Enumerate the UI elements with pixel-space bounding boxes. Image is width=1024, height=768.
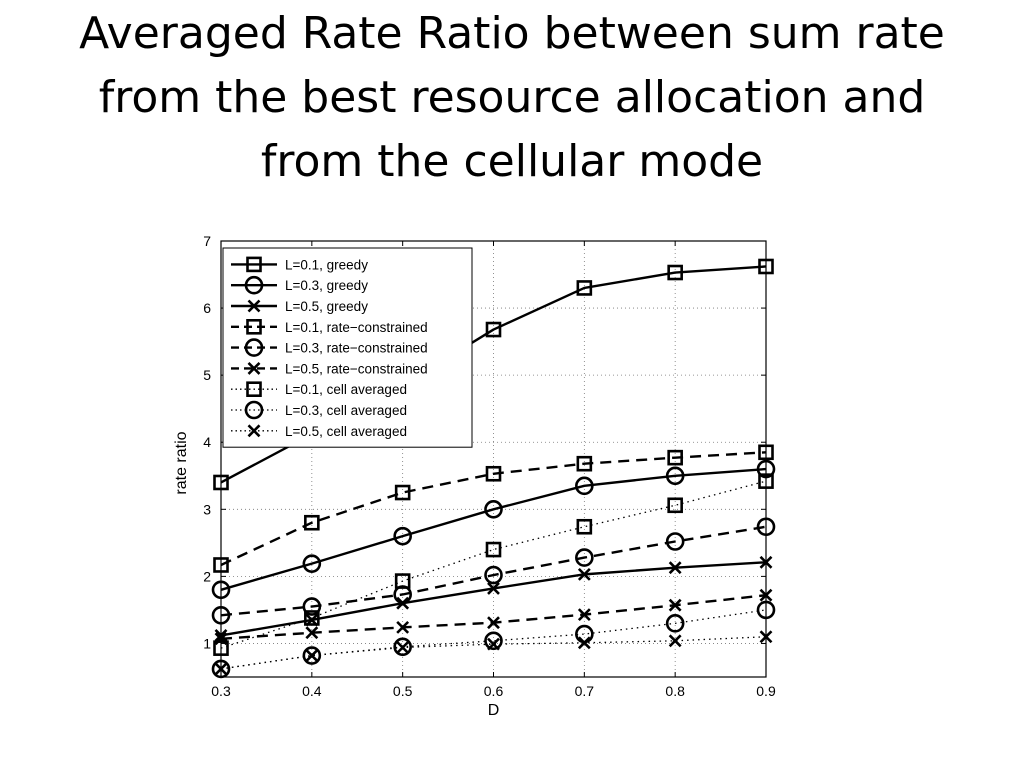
series-line <box>220 609 767 670</box>
slide-title-line-1: Averaged Rate Ratio between sum rate <box>79 8 945 59</box>
legend-label: L=0.5, rate−constrained <box>285 361 428 376</box>
series-5 <box>211 517 776 625</box>
data-point-x <box>487 616 500 630</box>
legend-label: L=0.5, cell averaged <box>285 424 407 439</box>
x-tick-label: 0.8 <box>665 683 685 699</box>
data-point-circle <box>575 624 594 644</box>
x-axis-label: D <box>488 702 500 719</box>
legend-marker-circle <box>244 275 264 295</box>
legend-entry: L=0.5, cell averaged <box>231 424 407 439</box>
legend-marker-square <box>246 256 262 273</box>
data-point-circle <box>484 565 503 585</box>
legend-label: L=0.1, cell averaged <box>285 382 407 397</box>
data-point-square <box>576 455 593 472</box>
legend-marker-square <box>246 318 262 335</box>
legend-label: L=0.1, greedy <box>285 257 368 272</box>
data-point-square <box>304 514 320 531</box>
data-point-circle <box>575 476 594 496</box>
data-point-square <box>667 449 683 466</box>
data-point-x <box>577 608 591 622</box>
data-point-x <box>487 637 500 651</box>
data-point-square <box>667 497 683 514</box>
legend-entry: L=0.1, cell averaged <box>231 381 407 398</box>
legend-marker-circle <box>244 338 264 357</box>
series-line <box>220 525 767 617</box>
y-tick-label: 6 <box>203 300 211 316</box>
data-point-circle <box>393 526 412 546</box>
series-line <box>220 451 767 567</box>
y-tick-label: 4 <box>203 434 211 450</box>
data-point-x <box>305 649 319 662</box>
legend-entry: L=0.3, rate−constrained <box>231 338 428 357</box>
data-point-square <box>394 484 411 501</box>
y-axis-label: rate ratio <box>173 431 190 494</box>
data-point-x <box>396 620 410 634</box>
legend-entry: L=0.1, greedy <box>231 256 368 273</box>
legend-label: L=0.5, greedy <box>285 299 368 314</box>
legend-label: L=0.3, cell averaged <box>285 403 407 418</box>
y-tick-label: 3 <box>203 501 211 517</box>
slide-title: Averaged Rate Ratio between sum rate fro… <box>40 2 984 194</box>
data-point-x <box>668 561 682 575</box>
legend-label: L=0.3, rate−constrained <box>285 341 428 356</box>
data-point-circle <box>665 532 685 551</box>
data-point-x <box>668 598 682 612</box>
data-point-x <box>305 626 319 640</box>
legend-entry: L=0.5, greedy <box>231 299 368 314</box>
data-point-square <box>485 321 502 338</box>
legend-marker-x <box>247 299 261 313</box>
legend-entry: L=0.5, rate−constrained <box>231 361 428 376</box>
x-tick-label: 0.3 <box>211 683 231 699</box>
legend-entry: L=0.3, cell averaged <box>231 400 407 420</box>
y-tick-label: 5 <box>203 367 211 383</box>
data-point-circle <box>393 637 412 657</box>
data-point-circle <box>665 466 685 486</box>
legend-marker-x <box>247 361 261 375</box>
data-point-circle <box>575 548 594 567</box>
data-point-circle <box>484 631 503 651</box>
data-point-x <box>577 636 591 650</box>
x-tick-label: 0.9 <box>756 683 776 699</box>
x-tick-label: 0.7 <box>575 683 595 699</box>
x-tick-label: 0.4 <box>302 683 322 699</box>
data-point-x <box>668 634 682 648</box>
data-point-circle <box>302 554 322 573</box>
data-point-square <box>485 541 502 558</box>
slide-title-line-2: from the best resource allocation and <box>98 72 926 123</box>
legend-entry: L=0.3, greedy <box>231 275 368 295</box>
tick-layer: 0.3 0.4 0.5 0.6 0.7 0.8 0.9 1 2 3 4 5 6 7 <box>203 233 776 699</box>
legend-label: L=0.3, greedy <box>285 278 368 293</box>
legend: L=0.1, greedy L=0.3, greedy L=0.5, greedy L… <box>222 247 473 448</box>
legend-entry: L=0.1, rate−constrained <box>231 318 428 335</box>
data-point-x <box>487 582 500 595</box>
data-point-circle <box>302 597 322 616</box>
y-tick-label: 1 <box>203 635 211 651</box>
x-tick-label: 0.6 <box>484 683 504 699</box>
y-tick-label: 2 <box>203 568 211 584</box>
legend-marker-circle <box>244 400 264 420</box>
data-point-circle <box>302 646 322 665</box>
x-tick-label: 0.5 <box>393 683 413 699</box>
legend-label: L=0.1, rate−constrained <box>285 320 428 335</box>
legend-marker-x <box>247 424 261 438</box>
data-point-circle <box>665 614 685 633</box>
data-point-square <box>667 264 683 281</box>
series-2 <box>211 459 776 600</box>
data-point-square <box>576 518 593 535</box>
data-point-square <box>485 465 502 482</box>
data-point-square <box>394 573 411 589</box>
y-tick-label: 7 <box>203 233 211 249</box>
slide-title-line-3: from the cellular mode <box>260 136 764 187</box>
data-point-circle <box>484 500 503 519</box>
series-line <box>220 467 767 591</box>
data-point-x <box>577 567 591 581</box>
data-point-x <box>396 641 410 654</box>
legend-marker-square <box>246 381 262 398</box>
data-point-square <box>576 280 593 296</box>
data-point-square <box>304 610 320 626</box>
